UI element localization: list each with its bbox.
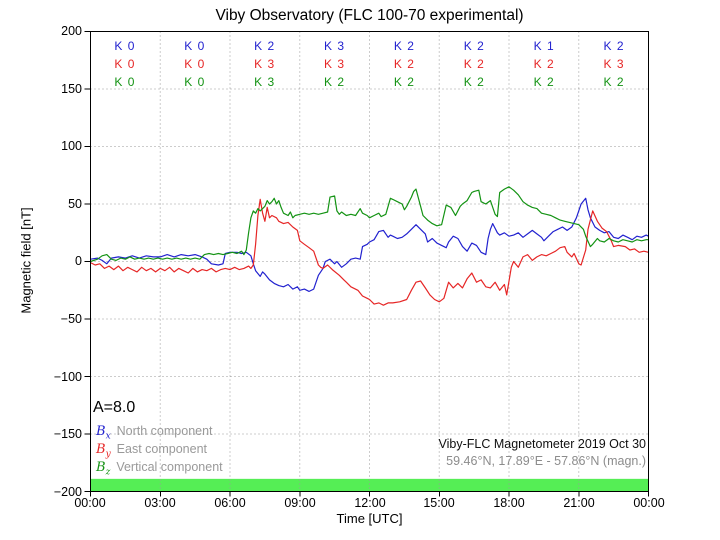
x-tick-2100: 21:00 — [563, 496, 595, 510]
y-tick-neg100: −100 — [53, 370, 82, 384]
series-bz — [90, 186, 649, 263]
k-value: K 3 — [324, 39, 346, 53]
k-value: K 2 — [603, 39, 625, 53]
x-tick-1500: 15:00 — [423, 496, 455, 510]
series-bx — [90, 197, 649, 292]
k-index-row-east: K 0 K 0 K 3 K 3 K 2 K 2 K 2 K 3 — [90, 55, 649, 73]
x-tick-1200: 12:00 — [354, 496, 386, 510]
legend-label-east: East component — [116, 442, 207, 456]
k-value: K 0 — [114, 75, 136, 89]
chart-title: Viby Observatory (FLC 100-70 experimenta… — [215, 7, 524, 24]
k-value: K 3 — [603, 57, 625, 71]
k-value: K 2 — [533, 75, 555, 89]
y-tick-neg50: −50 — [60, 312, 82, 326]
x-tick-0600: 06:00 — [214, 496, 246, 510]
k-index-row-north: K 0 K 0 K 2 K 3 K 2 K 2 K 1 K 2 — [90, 37, 649, 55]
k-value: K 3 — [254, 57, 276, 71]
attribution-line1: Viby-FLC Magnetometer 2019 Oct 30 — [438, 437, 646, 451]
y-tick-0: 0 — [75, 254, 82, 268]
k-value: K 3 — [324, 57, 346, 71]
y-tick-neg150: −150 — [53, 427, 82, 441]
plot-frame — [90, 31, 649, 492]
k-value: K 0 — [184, 39, 206, 53]
legend-item-vertical: Bz Vertical component — [96, 460, 223, 478]
by-symbol: By — [96, 442, 111, 460]
legend-label-vertical: Vertical component — [116, 460, 223, 474]
x-axis-label: Time [UTC] — [336, 511, 403, 526]
k-value: K 2 — [393, 57, 415, 71]
legend-item-north: Bx North component — [96, 424, 213, 442]
attribution-line2: 59.46°N, 17.89°E - 57.86°N (magn.) — [446, 454, 646, 468]
y-tick-100: 100 — [61, 139, 82, 153]
k-value: K 2 — [254, 39, 276, 53]
y-tick-50: 50 — [68, 197, 82, 211]
bx-symbol: Bx — [96, 424, 111, 442]
x-tick-0900: 09:00 — [284, 496, 316, 510]
y-tick-150: 150 — [61, 82, 82, 96]
a-index-annotation: A=8.0 — [93, 399, 136, 416]
k-value: K 2 — [603, 75, 625, 89]
x-tick-0000b: 00:00 — [633, 496, 665, 510]
series-by — [90, 198, 649, 306]
legend-label-north: North component — [116, 424, 213, 438]
y-tick-neg200: −200 — [53, 485, 82, 499]
x-tick-0300: 03:00 — [144, 496, 176, 510]
k-value: K 2 — [533, 57, 555, 71]
y-tick-200: 200 — [61, 24, 82, 38]
k-value: K 0 — [184, 75, 206, 89]
k-value: K 3 — [254, 75, 276, 89]
k-value: K 2 — [463, 39, 485, 53]
k-index-row-vertical: K 0 K 0 K 3 K 2 K 2 K 2 K 2 K 2 — [90, 73, 649, 91]
availability-bar — [90, 478, 649, 492]
bz-symbol: Bz — [96, 460, 111, 478]
k-value: K 2 — [393, 39, 415, 53]
k-value: K 2 — [324, 75, 346, 89]
k-value: K 2 — [393, 75, 415, 89]
k-value: K 2 — [463, 57, 485, 71]
legend-item-east: By East component — [96, 442, 207, 460]
x-tick-0000a: 00:00 — [74, 496, 106, 510]
k-value: K 1 — [533, 39, 555, 53]
k-value: K 2 — [463, 75, 485, 89]
k-value: K 0 — [114, 39, 136, 53]
x-tick-1800: 18:00 — [493, 496, 525, 510]
k-value: K 0 — [184, 57, 206, 71]
k-value: K 0 — [114, 57, 136, 71]
